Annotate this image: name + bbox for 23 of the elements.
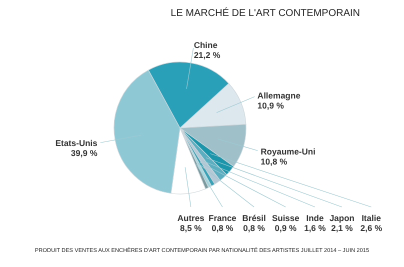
slice-label: Brésil: [242, 213, 266, 223]
slice-label: Japon: [329, 213, 354, 223]
data-label: 10,8 %: [260, 156, 288, 166]
data-label: 0,8 %: [243, 223, 266, 233]
slice-label: Inde: [306, 213, 324, 223]
slice-label: France: [208, 213, 237, 223]
slice-label: Autres: [177, 213, 205, 223]
slice-label: Italie: [362, 213, 382, 223]
data-label: 1,6 %: [304, 223, 326, 233]
chart-title: LE MARCHÉ DE L'ART CONTEMPORAIN: [170, 7, 360, 19]
slice-label: Chine: [194, 40, 218, 50]
slice-label: Etats-Unis: [55, 138, 98, 148]
data-label: 2,1 %: [331, 223, 354, 233]
data-label: 10,9 %: [257, 100, 284, 110]
data-label: 8,5 %: [180, 223, 202, 233]
slice-label: Allemagne: [257, 90, 301, 100]
slice-label: Suisse: [272, 213, 300, 223]
data-label: 21,2 %: [194, 50, 221, 60]
data-label: 0,8 %: [212, 223, 234, 233]
data-label: 2,6 %: [360, 223, 383, 233]
data-label: 39,9 %: [70, 148, 98, 158]
data-label: 0,9 %: [274, 223, 297, 233]
slice-label: Royaume-Uni: [260, 146, 316, 156]
